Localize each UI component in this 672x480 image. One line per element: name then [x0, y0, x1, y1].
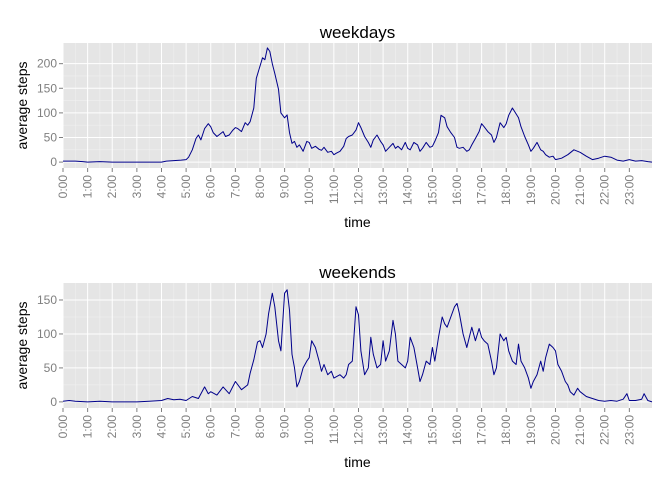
x-tick-label: 18:00: [499, 175, 513, 205]
x-tick-label: 19:00: [524, 415, 538, 445]
weekdays-chart: 0 50 100 150 200 0:00 1:00 2:00 3:00 4:00 5:00 6:00…: [14, 23, 653, 230]
x-tick-label: 9:00: [278, 175, 292, 199]
x-tick-label: 21:00: [573, 175, 587, 205]
x-tick-label: 17:00: [475, 415, 489, 445]
plot-panel: [63, 43, 652, 168]
x-tick-label: 23:00: [622, 175, 636, 205]
x-tick-label: 20:00: [548, 415, 562, 445]
y-tick-label: 200: [37, 57, 57, 71]
y-tick-label: 150: [37, 81, 57, 95]
x-tick-label: 18:00: [499, 415, 513, 445]
x-tick-label: 21:00: [573, 415, 587, 445]
y-tick-label: 50: [44, 130, 58, 144]
x-axis-title: time: [344, 454, 371, 470]
x-tick-label: 23:00: [622, 415, 636, 445]
chart-title: weekdays: [319, 23, 396, 42]
series-line: [63, 47, 653, 163]
x-tick-label: 20:00: [548, 175, 562, 205]
x-tick-label: 14:00: [401, 175, 415, 205]
x-tick-label: 2:00: [105, 175, 119, 199]
x-tick-label: 3:00: [130, 415, 144, 439]
x-tick-label: 10:00: [302, 415, 316, 445]
x-tick-label: 15:00: [425, 175, 439, 205]
x-tick-label: 12:00: [351, 415, 365, 445]
x-tick-label: 15:00: [425, 415, 439, 445]
y-tick-label: 100: [37, 106, 57, 120]
x-tick-label: 8:00: [253, 175, 267, 199]
y-tick-label: 100: [37, 327, 57, 341]
x-tick-label: 19:00: [524, 175, 538, 205]
x-tick-label: 13:00: [376, 175, 390, 205]
x-tick-label: 11:00: [327, 175, 341, 204]
x-tick-label: 5:00: [179, 415, 193, 439]
series-line: [62, 289, 653, 403]
x-tick-label: 10:00: [302, 175, 316, 205]
x-tick-label: 6:00: [204, 415, 218, 439]
y-tick-label: 150: [37, 293, 57, 307]
y-tick-label: 0: [50, 395, 57, 409]
x-tick-label: 12:00: [351, 175, 365, 205]
x-tick-label: 16:00: [450, 415, 464, 445]
plot-panel: [63, 283, 652, 408]
x-tick-label: 11:00: [327, 415, 341, 444]
x-tick-label: 1:00: [81, 415, 95, 439]
x-tick-label: 3:00: [130, 175, 144, 199]
chart-title: weekends: [318, 263, 396, 282]
x-tick-label: 16:00: [450, 175, 464, 205]
x-tick-label: 4:00: [154, 175, 168, 199]
x-tick-label: 8:00: [253, 415, 267, 439]
y-axis-title: average steps: [14, 302, 30, 390]
x-tick-label: 0:00: [56, 415, 70, 439]
x-axis-title: time: [344, 214, 371, 230]
x-tick-label: 17:00: [475, 175, 489, 205]
weekends-chart: 0 50 100 150 0:00 1:00 2:00 3:00 4:00 5:00 6:00 7:0…: [14, 263, 653, 470]
x-tick-label: 5:00: [179, 175, 193, 199]
x-tick-label: 9:00: [278, 415, 292, 439]
x-tick-label: 7:00: [228, 175, 242, 199]
y-tick-label: 0: [50, 155, 57, 169]
x-tick-label: 0:00: [56, 175, 70, 199]
x-tick-label: 6:00: [204, 175, 218, 199]
x-tick-label: 7:00: [228, 415, 242, 439]
x-tick-label: 4:00: [154, 415, 168, 439]
x-tick-label: 22:00: [598, 415, 612, 445]
x-tick-label: 1:00: [81, 175, 95, 199]
x-tick-label: 13:00: [376, 415, 390, 445]
y-axis-title: average steps: [14, 62, 30, 150]
x-tick-label: 22:00: [598, 175, 612, 205]
y-tick-label: 50: [44, 361, 58, 375]
x-tick-label: 2:00: [105, 415, 119, 439]
x-tick-label: 14:00: [401, 415, 415, 445]
